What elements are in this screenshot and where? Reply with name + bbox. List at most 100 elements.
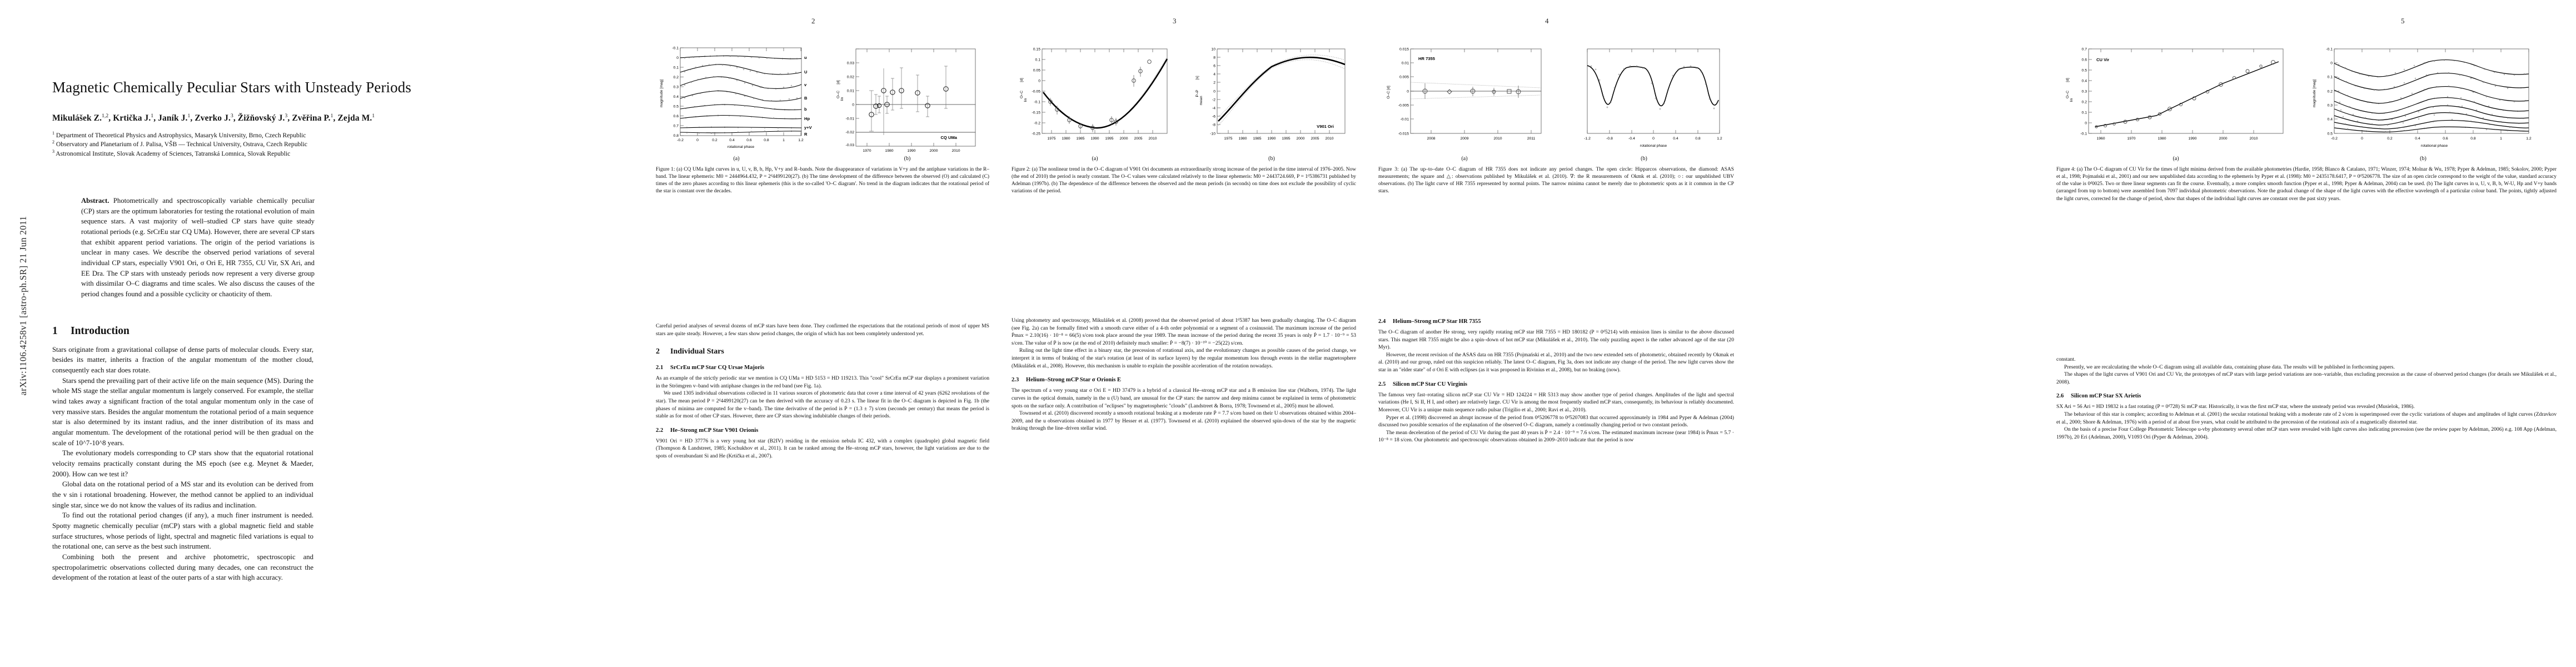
svg-text:0.03: 0.03 xyxy=(847,62,854,66)
svg-text:lin: lin xyxy=(840,97,844,101)
svg-text:b: b xyxy=(804,107,807,112)
subfigure-label-b: (b) xyxy=(904,156,911,162)
figure-1a-lightcurves: -0.1 0 0.1 0.2 0.3 0.4 0.5 0.6 0.7 0.8 xyxy=(656,43,817,162)
svg-text:1.2: 1.2 xyxy=(1717,137,1722,141)
affiliation-list: 1 Department of Theoretical Physics and … xyxy=(52,131,614,158)
figure-3b-lightcurve: -1.2 -0.8 -0.4 0 0.4 0.8 1.2 rotational pha… xyxy=(1561,43,1727,162)
svg-text:1980: 1980 xyxy=(1238,137,1247,141)
svg-text:2000: 2000 xyxy=(1119,137,1128,141)
svg-text:2: 2 xyxy=(1213,81,1215,85)
svg-text:1985: 1985 xyxy=(1253,137,1261,141)
svg-text:-0.1: -0.1 xyxy=(2326,48,2333,52)
paragraph: We used 1305 individual observations col… xyxy=(656,390,989,420)
svg-text:0: 0 xyxy=(1213,90,1215,94)
svg-text:0.2: 0.2 xyxy=(674,76,679,79)
svg-text:[d]: [d] xyxy=(1020,78,1024,82)
subfigure-label-b: (b) xyxy=(1641,156,1647,162)
subsection-heading-v901-ori: 2.2 He–Strong mCP Star V901 Orionis xyxy=(656,427,759,434)
figure-1-caption: Figure 1: (a) CQ UMa light curves in u, … xyxy=(656,167,989,195)
svg-text:0.4: 0.4 xyxy=(674,95,679,99)
svg-text:0.2: 0.2 xyxy=(2082,101,2087,104)
svg-text:0: 0 xyxy=(1652,137,1655,141)
svg-text:lin: lin xyxy=(2070,98,2074,102)
svg-text:1: 1 xyxy=(2500,137,2502,141)
svg-text:-0.2: -0.2 xyxy=(677,138,684,142)
figure-3a-oc-diagram: 0.015 0.01 0.005 0 -0.005 -0.01 -0.015 O–C … xyxy=(1378,43,1551,162)
svg-text:0.4: 0.4 xyxy=(2328,118,2333,122)
svg-text:u: u xyxy=(804,55,807,60)
svg-text:0: 0 xyxy=(852,103,854,107)
svg-text:0.1: 0.1 xyxy=(2328,76,2333,79)
svg-text:-0.03: -0.03 xyxy=(846,143,855,147)
svg-text:O–C: O–C xyxy=(1020,91,1024,98)
svg-text:-1.2: -1.2 xyxy=(1584,137,1591,141)
svg-text:1.2: 1.2 xyxy=(798,138,804,142)
svg-text:-0.005: -0.005 xyxy=(1398,104,1409,108)
paragraph: Presently, we are recalculating the whol… xyxy=(2064,364,2395,370)
paragraph: The mean deceleration of the period of C… xyxy=(1378,429,1734,444)
svg-text:2005: 2005 xyxy=(1134,137,1142,141)
svg-text:-2: -2 xyxy=(1212,98,1215,102)
svg-text:1990: 1990 xyxy=(1090,137,1099,141)
svg-text:2000: 2000 xyxy=(2219,137,2227,141)
svg-text:-0.02: -0.02 xyxy=(846,131,855,135)
svg-text:0.3: 0.3 xyxy=(2082,90,2087,94)
period-plot-svg: 10 8 6 4 2 0 -2 -4 -6 -8 -10 P–P mean [s] xyxy=(1195,48,1346,141)
svg-text:v: v xyxy=(804,82,807,87)
star-label-cq-uma: CQ UMa xyxy=(940,135,957,140)
page-4: 4 0.015 0.01 0.005 xyxy=(1367,0,1745,667)
paragraph: Combining both the present and archive p… xyxy=(52,553,313,582)
svg-text:1.2: 1.2 xyxy=(2526,137,2532,141)
svg-text:0: 0 xyxy=(696,138,699,142)
page-5-column: constant. Presently, we are recalculatin… xyxy=(2056,356,2557,441)
paragraph: Careful period analyses of several dozen… xyxy=(656,323,989,337)
svg-text:1970: 1970 xyxy=(863,149,871,153)
svg-text:2011: 2011 xyxy=(1527,137,1536,141)
paragraph: The evolutionary models corresponding to… xyxy=(52,449,313,478)
subfigure-label-a: (a) xyxy=(1092,156,1098,162)
star-label-cu-vir: CU Vir xyxy=(2096,57,2109,62)
svg-text:1990: 1990 xyxy=(1267,137,1275,141)
page-number: 4 xyxy=(1545,17,1549,25)
subsection-heading-cq-uma: 2.1 SrCrEu mCP Star CQ Ursae Majoris xyxy=(656,365,764,371)
svg-text:10: 10 xyxy=(1211,48,1215,52)
svg-text:0.1: 0.1 xyxy=(674,66,679,70)
subsection-heading-sx-ari: 2.6 Silicon mCP Star SX Arietis xyxy=(2056,393,2141,400)
paragraph: The spectrum of a very young star σ Ori … xyxy=(1012,387,1356,409)
svg-text:magnitude [mag]: magnitude [mag] xyxy=(660,79,664,108)
paragraph: To find out the rotational period change… xyxy=(52,511,313,551)
paragraph: Using photometry and spectroscopy, Mikul… xyxy=(1012,317,1356,346)
svg-text:-4: -4 xyxy=(1212,107,1215,111)
svg-text:-0.1: -0.1 xyxy=(1034,101,1040,104)
svg-text:2005: 2005 xyxy=(1311,137,1319,141)
svg-text:0.6: 0.6 xyxy=(2082,58,2087,62)
paragraph: On the basis of a precise Four College P… xyxy=(2056,426,2557,440)
svg-text:0.4: 0.4 xyxy=(729,138,735,142)
svg-text:-0.4: -0.4 xyxy=(1628,137,1635,141)
svg-text:0.2: 0.2 xyxy=(2387,137,2393,141)
svg-text:2010: 2010 xyxy=(2249,137,2258,141)
subfigure-label-b: (b) xyxy=(1268,156,1275,162)
svg-text:lin: lin xyxy=(1024,98,1028,102)
svg-text:0.8: 0.8 xyxy=(764,138,769,142)
svg-text:0.3: 0.3 xyxy=(674,86,679,89)
svg-text:1975: 1975 xyxy=(1047,137,1055,141)
svg-text:2008: 2008 xyxy=(1427,137,1435,141)
svg-text:0.8: 0.8 xyxy=(674,134,679,138)
svg-text:2010: 2010 xyxy=(1493,137,1502,141)
svg-text:0.5: 0.5 xyxy=(2082,69,2087,73)
svg-text:0.4: 0.4 xyxy=(1673,137,1678,141)
page-title: Magnetic Chemically Peculiar Stars with … xyxy=(52,79,411,96)
svg-text:-0.05: -0.05 xyxy=(1032,90,1041,94)
subsection-heading-cu-vir: 2.5 Silicon mCP Star CU Virginis xyxy=(1378,381,1468,387)
affiliation-item: 1 Department of Theoretical Physics and … xyxy=(52,130,306,139)
page-5: 5 0.7 0.6 xyxy=(1745,0,2576,667)
svg-text:0.3: 0.3 xyxy=(2328,104,2333,108)
lightcurve-plot-svg: -0.1 0 0.1 0.2 0.3 0.4 0.5 0.6 0.7 0.8 xyxy=(660,47,813,150)
svg-text:B: B xyxy=(804,96,808,101)
page-2-column: Careful period analyses of several dozen… xyxy=(656,322,989,460)
page-4-column: 2.4 Helium–Strong mCP Star HR 7355 The O–… xyxy=(1378,311,1734,444)
svg-text:-0.01: -0.01 xyxy=(1401,118,1409,122)
paragraph: V901 Ori = HD 37776 is a very young hot … xyxy=(656,437,989,460)
